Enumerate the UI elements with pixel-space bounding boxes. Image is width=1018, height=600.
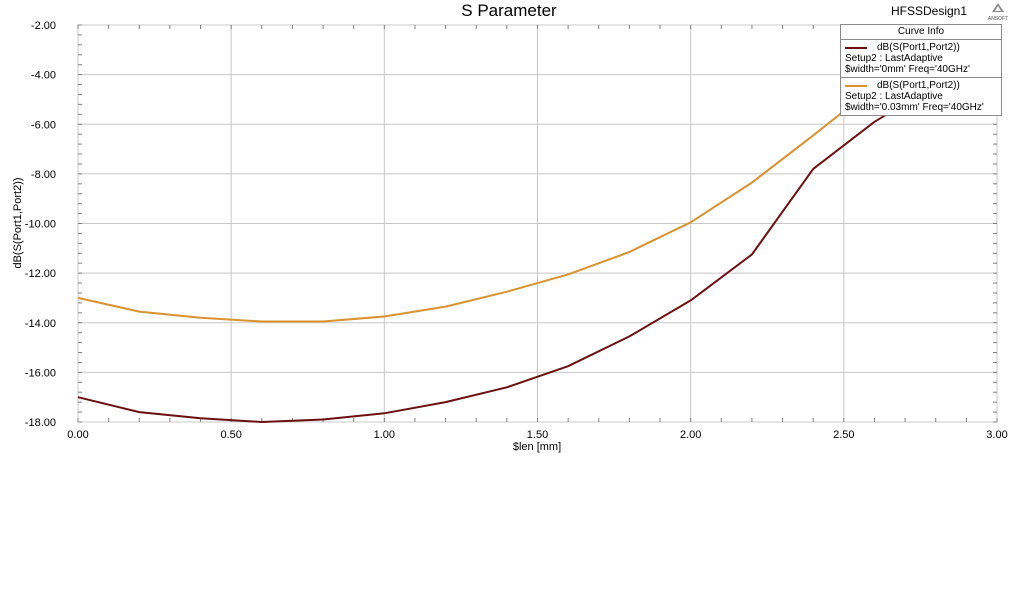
legend-title: Curve Info bbox=[841, 25, 1001, 40]
legend-swatch bbox=[845, 84, 867, 87]
series-line-2 bbox=[77, 56, 937, 323]
x-axis-label: $len [mm] bbox=[513, 441, 561, 453]
series-layer bbox=[77, 56, 937, 423]
y-tick-label: -18.00 bbox=[25, 417, 56, 429]
y-tick-label: -6.00 bbox=[31, 119, 56, 131]
x-tick-label: 1.50 bbox=[527, 429, 548, 441]
y-tick-label: -14.00 bbox=[25, 318, 56, 330]
y-tick-label: -4.00 bbox=[31, 70, 56, 82]
legend-series-setup: Setup2 : LastAdaptive bbox=[845, 91, 943, 102]
series-line-1 bbox=[77, 83, 937, 423]
x-tick-label: 1.00 bbox=[374, 429, 395, 441]
legend-series-name: dB(S(Port1,Port2)) bbox=[877, 42, 960, 53]
design-name: HFSSDesign1 bbox=[891, 4, 968, 18]
legend-swatch bbox=[845, 46, 867, 49]
x-tick-label: 0.00 bbox=[67, 429, 88, 441]
y-tick-label: -2.00 bbox=[31, 20, 56, 32]
x-tick-label: 2.00 bbox=[680, 429, 701, 441]
x-tick-label: 3.00 bbox=[986, 429, 1007, 441]
y-tick-label: -16.00 bbox=[25, 367, 56, 379]
x-tick-label: 0.50 bbox=[220, 429, 241, 441]
legend: Curve Info dB(S(Port1,Port2)) Setup2 : L… bbox=[840, 24, 1002, 116]
legend-series-variables: $width='0.03mm' Freq='40GHz' bbox=[845, 102, 984, 113]
ansoft-logo: ANSOFT bbox=[986, 2, 1010, 22]
legend-series-name: dB(S(Port1,Port2)) bbox=[877, 80, 960, 91]
y-tick-label: -12.00 bbox=[25, 268, 56, 280]
chart-title: S Parameter bbox=[461, 1, 557, 20]
logo-text: ANSOFT bbox=[988, 16, 1008, 22]
legend-series-variables: $width='0mm' Freq='40GHz' bbox=[845, 64, 970, 75]
legend-entry: dB(S(Port1,Port2)) Setup2 : LastAdaptive… bbox=[841, 78, 1001, 115]
legend-series-setup: Setup2 : LastAdaptive bbox=[845, 53, 943, 64]
y-tick-label: -8.00 bbox=[31, 169, 56, 181]
x-tick-label: 2.50 bbox=[833, 429, 854, 441]
y-tick-label: -10.00 bbox=[25, 219, 56, 231]
legend-entry: dB(S(Port1,Port2)) Setup2 : LastAdaptive… bbox=[841, 40, 1001, 78]
y-axis-label: dB(S(Port1,Port2)) bbox=[12, 177, 24, 268]
